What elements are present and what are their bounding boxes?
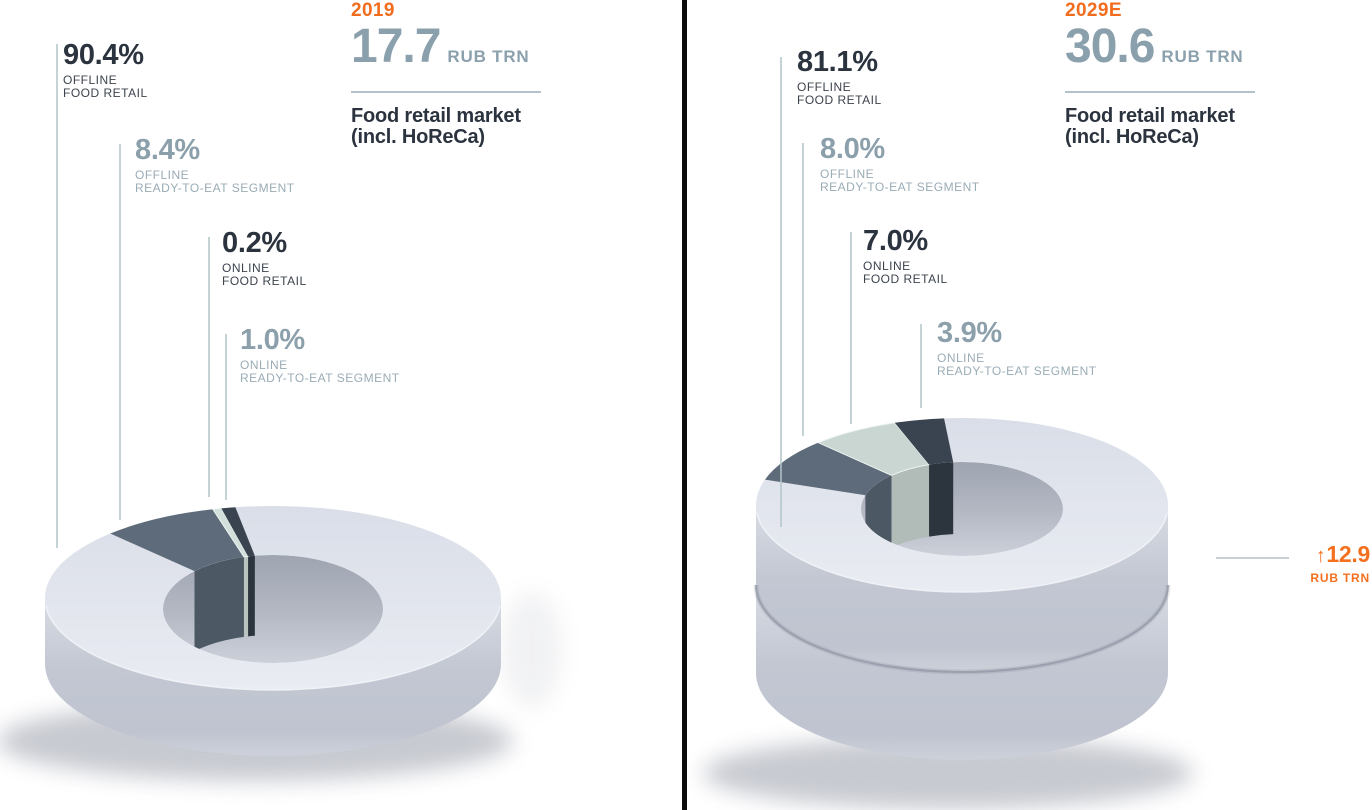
donut-hole [163, 555, 383, 663]
amount-value: 30.6 [1065, 20, 1155, 73]
caption-line: ONLINE [240, 358, 288, 372]
amount-underline [351, 91, 541, 93]
label-offline-ready-to-eat-2029e: 8.0% OFFLINE READY-TO-EAT SEGMENT [820, 134, 980, 194]
label-online-food-retail-2019: 0.2% ONLINE FOOD RETAIL [222, 228, 307, 288]
pct-caption: ONLINE READY-TO-EAT SEGMENT [240, 359, 400, 385]
caption-line: FOOD RETAIL [63, 86, 148, 100]
tier-seam [755, 584, 1169, 673]
market-title: Food retail market (incl. HoReCa) [351, 106, 611, 148]
growth-annotation: ↑12.9 RUB TRN [1280, 542, 1370, 585]
label-online-food-retail-2029e: 7.0% ONLINE FOOD RETAIL [863, 226, 948, 286]
caption-line: ONLINE [863, 259, 911, 273]
donut-2029e-seg-offline-food-retail [756, 417, 1169, 592]
up-arrow-icon: ↑ [1315, 545, 1326, 567]
pct-caption: OFFLINE FOOD RETAIL [63, 74, 148, 100]
label-online-ready-to-eat-2019: 1.0% ONLINE READY-TO-EAT SEGMENT [240, 325, 400, 385]
caption-line: READY-TO-EAT SEGMENT [937, 364, 1097, 378]
caption-line: FOOD RETAIL [863, 272, 948, 286]
caption-line: FOOD RETAIL [797, 93, 882, 107]
amount-unit: RUB TRN [1161, 47, 1244, 66]
pct-caption: OFFLINE READY-TO-EAT SEGMENT [135, 169, 295, 195]
donut-shadow [703, 737, 1193, 809]
donut-2029e-seg-online-ready-to-eat-segment [894, 418, 954, 465]
caption-line: ONLINE [937, 351, 985, 365]
donut-2019-seg-offline-ready-to-eat-segment [110, 509, 244, 572]
donut-2019-tier-side-0 [45, 598, 501, 756]
pct-value: 0.2% [222, 227, 287, 259]
pct-value: 1.0% [240, 324, 305, 356]
caption-line: FOOD RETAIL [222, 274, 307, 288]
donut-2029e-inner-wall-1 [865, 475, 892, 556]
market-header-2019: 2019 17.7 RUB TRN Food retail market (in… [351, 1, 611, 148]
amount-underline [1065, 91, 1255, 93]
growth-number: 12.9 [1326, 541, 1370, 567]
label-online-ready-to-eat-2029e: 3.9% ONLINE READY-TO-EAT SEGMENT [937, 318, 1097, 378]
growth-unit: RUB TRN [1310, 571, 1370, 585]
donut-2019-seg-offline-food-retail [45, 505, 502, 690]
caption-line: READY-TO-EAT SEGMENT [820, 180, 980, 194]
market-title-line1: Food retail market [351, 105, 521, 127]
year-badge: 2029E [1065, 0, 1122, 21]
donut-2019-seg-online-ready-to-eat-segment [221, 507, 255, 557]
label-offline-food-retail-2029e: 81.1% OFFLINE FOOD RETAIL [797, 47, 882, 107]
year-badge: 2019 [351, 0, 395, 21]
donut-2029e-seg-online-food-retail [817, 422, 930, 476]
donut-2029e-tier-side-1 [756, 585, 1168, 760]
panel-divider [682, 0, 687, 810]
pct-value: 90.4% [63, 39, 144, 71]
rim-highlight [45, 605, 501, 691]
pct-value: 81.1% [797, 46, 878, 78]
donut-2029e-seg-offline-ready-to-eat-segment [764, 442, 892, 496]
caption-line: READY-TO-EAT SEGMENT [135, 181, 295, 195]
donut-2019-inner-wall-1 [194, 556, 244, 652]
pct-caption: ONLINE FOOD RETAIL [222, 262, 307, 288]
caption-line: OFFLINE [135, 168, 190, 182]
donut-2019-inner-wall-3 [248, 555, 255, 637]
amount-unit: RUB TRN [447, 47, 530, 66]
donut-hole [861, 462, 1063, 556]
pct-caption: OFFLINE READY-TO-EAT SEGMENT [820, 168, 980, 194]
label-offline-ready-to-eat-2019: 8.4% OFFLINE READY-TO-EAT SEGMENT [135, 135, 295, 195]
market-amount: 17.7 RUB TRN [351, 20, 611, 80]
market-title: Food retail market (incl. HoReCa) [1065, 106, 1325, 148]
pct-value: 3.9% [937, 317, 1002, 349]
donut-2029e [703, 417, 1193, 809]
donut-2029e-tier-side-0 [756, 505, 1168, 672]
amount-value: 17.7 [351, 20, 441, 73]
donut-2029e-inner-wall-3 [929, 462, 954, 537]
tier-seam-soft [753, 584, 1171, 675]
pct-caption: ONLINE READY-TO-EAT SEGMENT [937, 352, 1097, 378]
pct-caption: OFFLINE FOOD RETAIL [797, 81, 882, 107]
donut-2019 [0, 505, 562, 781]
market-header-2029e: 2029E 30.6 RUB TRN Food retail market (i… [1065, 1, 1325, 148]
donut-shadow [502, 592, 562, 708]
market-amount: 30.6 RUB TRN [1065, 20, 1325, 80]
market-title-line1: Food retail market [1065, 105, 1235, 127]
donut-2029e-inner-wall-2 [891, 464, 930, 548]
rim-highlight [756, 512, 1168, 593]
donut-2019-seg-online-food-retail [211, 507, 249, 558]
label-offline-food-retail-2019: 90.4% OFFLINE FOOD RETAIL [63, 40, 148, 100]
growth-value: ↑12.9 [1280, 541, 1371, 568]
pct-value: 8.4% [135, 134, 200, 166]
market-title-line2: (incl. HoReCa) [1065, 126, 1199, 148]
caption-line: OFFLINE [63, 73, 118, 87]
caption-line: ONLINE [222, 261, 270, 275]
pct-value: 8.0% [820, 133, 885, 165]
caption-line: READY-TO-EAT SEGMENT [240, 371, 400, 385]
pct-caption: ONLINE FOOD RETAIL [863, 260, 948, 286]
donut-shadow [0, 701, 513, 781]
caption-line: OFFLINE [797, 80, 852, 94]
donut-2019-inner-wall-2 [243, 556, 249, 637]
pct-value: 7.0% [863, 225, 928, 257]
market-title-line2: (incl. HoReCa) [351, 126, 485, 148]
caption-line: OFFLINE [820, 167, 875, 181]
